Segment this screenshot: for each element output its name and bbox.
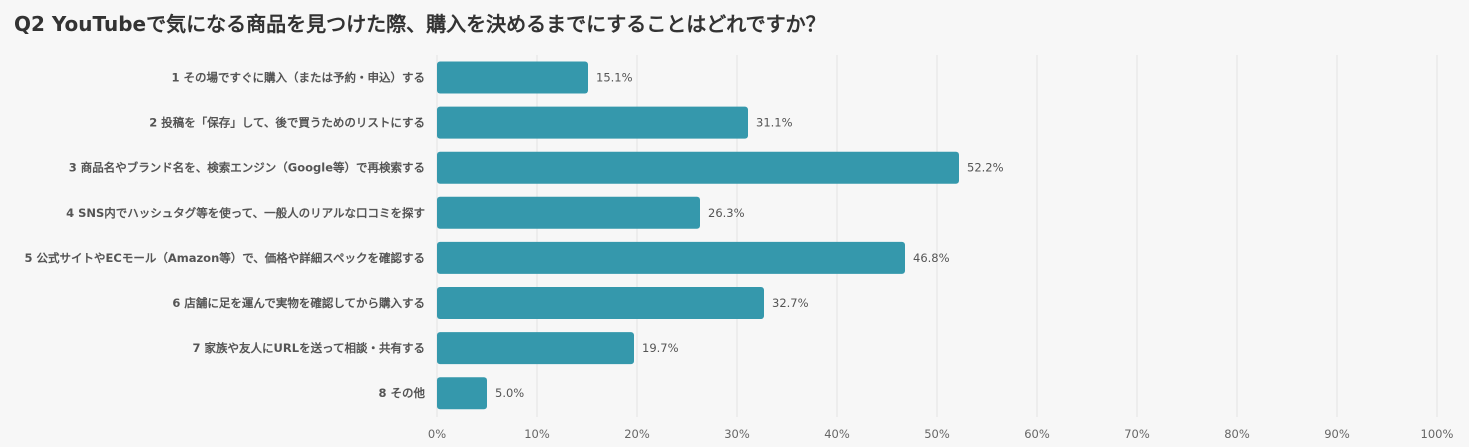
bar bbox=[437, 196, 700, 229]
bar bbox=[437, 61, 588, 94]
x-axis-ticks: 0% 10% 20% 30% 40% 50% 60% 70% 80% 90% 100% bbox=[428, 427, 1454, 441]
value-labels: 15.1% 31.1% 52.2% 26.3% 46.8% 32.7% 19.7% 5.0% bbox=[495, 71, 1004, 401]
x-tick-label: 80% bbox=[1224, 427, 1250, 441]
bars bbox=[437, 61, 959, 410]
bar bbox=[437, 287, 764, 319]
x-tick-label: 30% bbox=[724, 427, 750, 441]
value-label: 46.8% bbox=[913, 251, 950, 265]
x-tick-label: 70% bbox=[1124, 427, 1150, 441]
value-label: 32.7% bbox=[772, 296, 809, 310]
value-label: 5.0% bbox=[495, 386, 524, 400]
x-tick-label: 10% bbox=[524, 427, 550, 441]
x-tick-label: 90% bbox=[1324, 427, 1350, 441]
category-label: 8 その他 bbox=[378, 386, 425, 400]
value-label: 52.2% bbox=[967, 161, 1004, 175]
x-tick-label: 40% bbox=[824, 427, 850, 441]
x-tick-label: 0% bbox=[428, 427, 446, 441]
category-label: 7 家族や友人にURLを送って相談・共有する bbox=[193, 341, 425, 355]
value-label: 31.1% bbox=[756, 116, 793, 130]
bar bbox=[437, 332, 634, 365]
x-tick-label: 100% bbox=[1421, 427, 1454, 441]
x-tick-label: 60% bbox=[1024, 427, 1050, 441]
bar bbox=[437, 241, 905, 274]
bar bbox=[437, 377, 487, 410]
category-label: 3 商品名やブランド名を、検索エンジン（Google等）で再検索する bbox=[69, 161, 425, 175]
category-labels: 1 その場ですぐに購入（または予約・申込）する 2 投稿を「保存」して、後で買うた… bbox=[25, 71, 426, 401]
category-label: 6 店舗に足を運んで実物を確認してから購入する bbox=[172, 296, 425, 310]
category-label: 4 SNS内でハッシュタグ等を使って、一般人のリアルな口コミを探す bbox=[66, 206, 425, 220]
value-label: 19.7% bbox=[642, 341, 679, 355]
bar bbox=[437, 151, 959, 184]
bar bbox=[437, 106, 748, 139]
category-label: 1 その場ですぐに購入（または予約・申込）する bbox=[171, 71, 425, 85]
page-title: Q2 YouTubeで気になる商品を見つけた際、購入を決めるまでにすることはどれ… bbox=[14, 12, 826, 36]
category-label: 2 投稿を「保存」して、後で買うためのリストにする bbox=[149, 116, 425, 130]
value-label: 15.1% bbox=[596, 71, 633, 85]
category-label: 5 公式サイトやECモール（Amazon等）で、価格や詳細スペックを確認する bbox=[25, 251, 425, 265]
x-tick-label: 20% bbox=[624, 427, 650, 441]
value-label: 26.3% bbox=[708, 206, 745, 220]
x-tick-label: 50% bbox=[924, 427, 950, 441]
